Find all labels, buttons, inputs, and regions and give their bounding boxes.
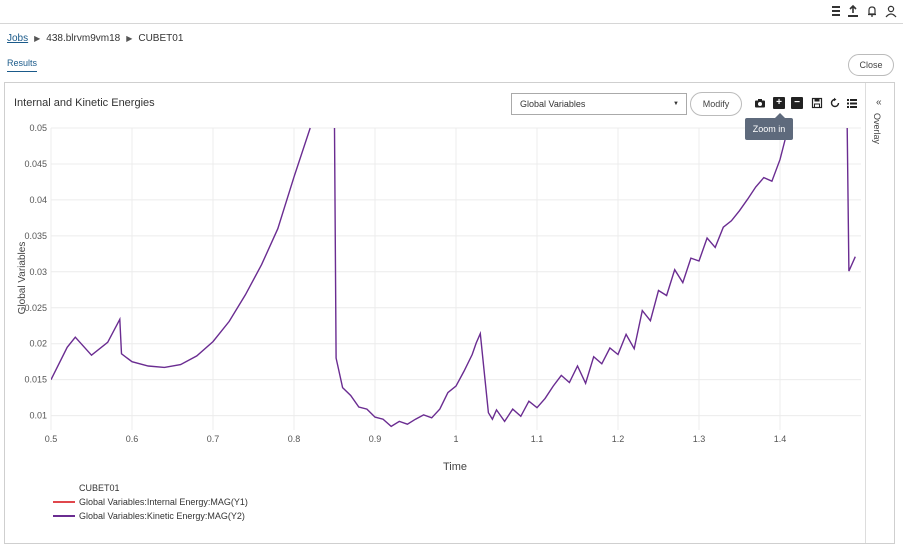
breadcrumb-jobs-link[interactable]: Jobs — [7, 33, 29, 44]
menu-stack-icon[interactable] — [829, 4, 843, 18]
breadcrumb-job-id[interactable]: 438.blrvm9vm18 — [46, 33, 121, 44]
energy-line-chart[interactable]: 0.01 0.015 0.02 0.025 0.03 0.035 0.04 0.045 0.05… — [5, 83, 865, 483]
x-tick-label: 0.9 — [369, 434, 382, 444]
x-tick-label: 0.5 — [45, 434, 58, 444]
y-axis-label: Global Variables — [17, 242, 28, 315]
legend-item-internal[interactable]: Global Variables:Internal Energy:MAG(Y1) — [53, 497, 248, 507]
panel-title: Internal and Kinetic Energies — [14, 97, 155, 109]
list-icon[interactable] — [846, 97, 858, 109]
x-tick-label: 1.4 — [774, 434, 787, 444]
zoom-in-icon[interactable]: + — [773, 97, 785, 109]
y-tick-label: 0.05 — [29, 123, 47, 133]
camera-icon[interactable] — [754, 97, 766, 109]
kinetic-energy-line — [51, 127, 311, 381]
x-tick-label: 1 — [453, 434, 458, 444]
x-tick-label: 1.1 — [531, 434, 544, 444]
zoom-in-tooltip: Zoom in — [745, 113, 793, 140]
x-tick-label: 1.2 — [612, 434, 625, 444]
y-tick-label: 0.04 — [29, 195, 47, 205]
legend-title: CUBET01 — [79, 483, 120, 493]
legend-item-kinetic[interactable]: Global Variables:Kinetic Energy:MAG(Y2) — [53, 511, 248, 521]
user-icon[interactable] — [884, 4, 898, 18]
reset-icon[interactable] — [829, 97, 841, 109]
breadcrumb: Jobs ▶ 438.blrvm9vm18 ▶ CUBET01 — [7, 33, 183, 44]
y-tick-label: 0.015 — [24, 375, 47, 385]
upload-icon[interactable] — [846, 4, 860, 18]
kinetic-energy-line — [846, 127, 856, 272]
overlay-label[interactable]: Overlay — [872, 113, 882, 145]
chevron-right-icon: ▶ — [34, 34, 41, 43]
x-tick-label: 0.8 — [288, 434, 301, 444]
zoom-out-icon[interactable]: − — [791, 97, 803, 109]
x-tick-label: 0.6 — [126, 434, 139, 444]
top-bar — [0, 0, 903, 24]
x-axis-label: Time — [443, 461, 467, 473]
bell-icon[interactable] — [865, 4, 879, 18]
breadcrumb-item: CUBET01 — [138, 33, 184, 44]
y-tick-label: 0.02 — [29, 339, 47, 349]
kinetic-energy-line — [333, 127, 789, 428]
chevron-right-icon: ▶ — [126, 34, 133, 43]
legend-swatch-internal — [53, 501, 75, 503]
chart-panel: Internal and Kinetic Energies Global Var… — [4, 82, 895, 544]
y-tick-label: 0.025 — [24, 303, 47, 313]
chevron-down-icon: ▼ — [673, 101, 679, 107]
close-button[interactable]: Close — [848, 54, 894, 76]
tab-bar: Results — [7, 58, 38, 72]
tab-results[interactable]: Results — [7, 58, 38, 72]
y-tick-label: 0.045 — [24, 159, 47, 169]
x-tick-label: 0.7 — [207, 434, 220, 444]
save-icon[interactable] — [811, 97, 823, 109]
variable-select-value: Global Variables — [520, 99, 586, 109]
y-tick-label: 0.03 — [29, 267, 47, 277]
y-tick-label: 0.035 — [24, 231, 47, 241]
legend-swatch-kinetic — [53, 515, 75, 517]
overlay-sidebar[interactable]: « Overlay — [865, 83, 895, 543]
modify-button[interactable]: Modify — [690, 92, 742, 116]
y-tick-label: 0.01 — [29, 411, 47, 421]
legend-label-internal: Global Variables:Internal Energy:MAG(Y1) — [79, 497, 248, 507]
x-tick-label: 1.3 — [693, 434, 706, 444]
double-chevron-left-icon[interactable]: « — [876, 97, 882, 108]
chart-legend: CUBET01 Global Variables:Internal Energy… — [53, 483, 248, 525]
legend-label-kinetic: Global Variables:Kinetic Energy:MAG(Y2) — [79, 511, 245, 521]
variable-select[interactable]: Global Variables ▼ — [511, 93, 687, 115]
